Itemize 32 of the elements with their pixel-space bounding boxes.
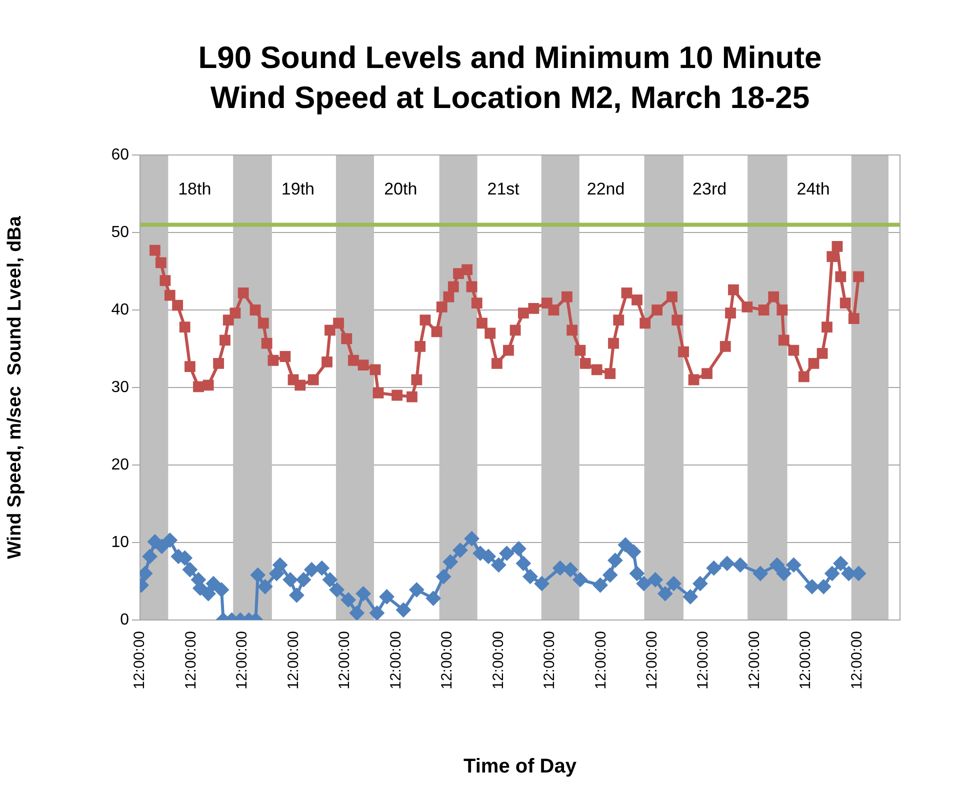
y-tick-label: 50: [111, 224, 130, 241]
x-tick-label: 12:00:00: [848, 631, 866, 690]
annotation: 19th: [281, 180, 314, 199]
y-tick-label: 20: [111, 456, 130, 474]
x-tick-label: 12:00:00: [182, 631, 200, 690]
x-tick-label: 12:00:00: [387, 631, 404, 690]
x-tick-label: 12:00:00: [131, 631, 148, 690]
annotation: 21st: [487, 180, 520, 199]
x-tick-label: 12:00:00: [234, 631, 251, 690]
x-tick-label: 12:00:00: [438, 631, 456, 690]
annotation: 23rd: [692, 180, 727, 199]
x-tick-label: 12:00:00: [797, 631, 814, 690]
y-tick-label: 10: [111, 534, 130, 551]
x-tick-label: 12:00:00: [490, 631, 507, 690]
x-tick-label: 12:00:00: [284, 631, 302, 690]
y-tick-label: 40: [111, 301, 130, 318]
y-tick-label: 60: [111, 146, 130, 164]
x-tick-label: 12:00:00: [746, 631, 763, 690]
annotation: 24th: [796, 180, 830, 199]
annotation: 20th: [384, 180, 418, 199]
x-tick-label: 12:00:00: [541, 631, 558, 690]
x-tick-label: 12:00:00: [592, 631, 610, 690]
x-axis-title: Time of Day: [464, 756, 578, 778]
x-tick-label: 12:00:00: [336, 631, 354, 690]
chart-title: L90 Sound Levels and Minimum 10 Minute Wind Speed at Location M2, March 18-25: [197, 39, 823, 117]
y-tick-label: 30: [111, 378, 130, 396]
x-tick-label: 12:00:00: [644, 631, 660, 690]
x-tick-label: 12:00:00: [694, 631, 712, 690]
y-axis-title: Wind Speed, m/sec Sound Lveel, dBa: [4, 216, 26, 559]
annotation: 18th: [178, 180, 212, 199]
annotation: 22nd: [586, 180, 625, 199]
y-tick-label: 0: [120, 611, 130, 628]
